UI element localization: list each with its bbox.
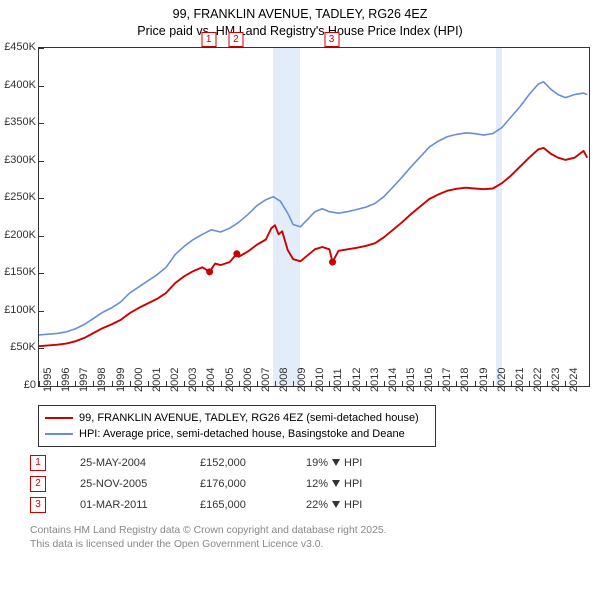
sale-dot — [206, 268, 213, 275]
chart-title: 99, FRANKLIN AVENUE, TADLEY, RG26 4EZ Pr… — [0, 6, 600, 40]
x-tick-label: 2021 — [514, 368, 526, 392]
x-tick-label: 1999 — [115, 368, 127, 392]
x-tick-label: 2018 — [459, 368, 471, 392]
sale-dot — [329, 259, 336, 266]
legend-label: 99, FRANKLIN AVENUE, TADLEY, RG26 4EZ (s… — [79, 412, 419, 424]
x-tick-label: 2004 — [205, 368, 217, 392]
legend-row: 99, FRANKLIN AVENUE, TADLEY, RG26 4EZ (s… — [45, 410, 429, 426]
x-tick-label: 2010 — [314, 368, 326, 392]
x-tick-label: 2019 — [478, 368, 490, 392]
sale-num-box: 1 — [30, 455, 46, 471]
x-tick-label: 2008 — [278, 368, 290, 392]
sales-row: 2 25-NOV-2005£176,00012% HPI — [30, 473, 362, 494]
x-tick-label: 2011 — [332, 368, 344, 392]
chart-container: 99, FRANKLIN AVENUE, TADLEY, RG26 4EZ Pr… — [0, 0, 600, 590]
x-tick-label: 2015 — [405, 368, 417, 392]
x-tick-label: 2016 — [423, 368, 435, 392]
x-tick-label: 2012 — [351, 368, 363, 392]
x-tick-label: 2002 — [169, 368, 181, 392]
sale-dot — [233, 250, 240, 257]
sale-marker-box: 2 — [228, 32, 243, 47]
x-tick-label: 2020 — [496, 368, 508, 392]
y-tick-label: £350K — [4, 116, 36, 128]
sale-price: £176,000 — [200, 478, 306, 490]
y-tick-label: £400K — [4, 79, 36, 91]
y-tick-label: £200K — [4, 229, 36, 241]
sales-row: 1 25-MAY-2004£152,00019% HPI — [30, 452, 362, 473]
title-line1: 99, FRANKLIN AVENUE, TADLEY, RG26 4EZ — [0, 6, 600, 23]
legend-swatch — [45, 433, 73, 435]
arrow-down-icon — [330, 499, 342, 511]
legend-row: HPI: Average price, semi-detached house,… — [45, 426, 429, 442]
series-price_paid — [39, 148, 587, 346]
x-tick-label: 2009 — [296, 368, 308, 392]
sale-diff: 12% HPI — [306, 478, 362, 490]
x-tick-label: 2024 — [568, 368, 580, 392]
attribution: Contains HM Land Registry data © Crown c… — [30, 524, 387, 552]
sales-table: 1 25-MAY-2004£152,00019% HPI 2 25-NOV-2005£… — [30, 452, 362, 515]
sale-num-box: 3 — [30, 497, 46, 513]
x-tick-label: 2007 — [260, 368, 272, 392]
x-tick-label: 2023 — [550, 368, 562, 392]
legend-label: HPI: Average price, semi-detached house,… — [79, 428, 405, 440]
series-hpi — [39, 82, 587, 335]
attribution-line1: Contains HM Land Registry data © Crown c… — [30, 524, 387, 538]
sale-date: 25-NOV-2005 — [80, 478, 200, 490]
x-tick-label: 1998 — [96, 368, 108, 392]
x-tick-label: 1995 — [42, 368, 54, 392]
sales-row: 3 01-MAR-2011£165,00022% HPI — [30, 494, 362, 515]
x-tick-label: 2013 — [369, 368, 381, 392]
sale-num-box: 2 — [30, 476, 46, 492]
sale-date: 01-MAR-2011 — [80, 499, 200, 511]
attribution-line2: This data is licensed under the Open Gov… — [30, 538, 387, 552]
plot-area — [38, 47, 590, 387]
x-tick-label: 2003 — [187, 368, 199, 392]
arrow-down-icon — [330, 457, 342, 469]
y-tick-label: £50K — [10, 341, 36, 353]
sale-price: £165,000 — [200, 499, 306, 511]
sale-diff: 19% HPI — [306, 457, 362, 469]
x-tick-label: 2022 — [532, 368, 544, 392]
y-tick-label: £250K — [4, 191, 36, 203]
x-tick-label: 2000 — [133, 368, 145, 392]
y-tick-label: £300K — [4, 154, 36, 166]
chart-svg — [39, 48, 589, 386]
y-tick-label: £450K — [4, 41, 36, 53]
sale-marker-box: 3 — [324, 32, 339, 47]
legend-swatch — [45, 417, 73, 419]
y-tick-label: £150K — [4, 266, 36, 278]
sale-marker-box: 1 — [201, 32, 216, 47]
legend: 99, FRANKLIN AVENUE, TADLEY, RG26 4EZ (s… — [38, 405, 436, 447]
sale-date: 25-MAY-2004 — [80, 457, 200, 469]
x-tick-label: 2014 — [387, 368, 399, 392]
x-tick-label: 1996 — [60, 368, 72, 392]
x-tick-label: 2005 — [224, 368, 236, 392]
y-tick-label: £0 — [24, 379, 36, 391]
arrow-down-icon — [330, 478, 342, 490]
sale-diff: 22% HPI — [306, 499, 362, 511]
sale-price: £152,000 — [200, 457, 306, 469]
x-tick-label: 1997 — [78, 368, 90, 392]
y-tick-label: £100K — [4, 304, 36, 316]
title-line2: Price paid vs. HM Land Registry's House … — [0, 23, 600, 40]
x-tick-label: 2006 — [242, 368, 254, 392]
x-tick-label: 2001 — [151, 368, 163, 392]
x-tick-label: 2017 — [441, 368, 453, 392]
